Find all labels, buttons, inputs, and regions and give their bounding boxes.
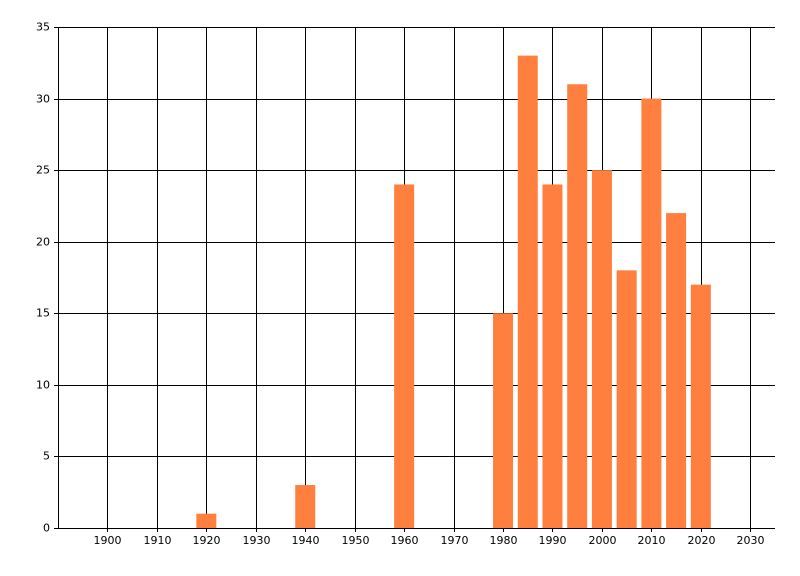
x-tick-label: 1950 — [342, 534, 370, 547]
y-tick-label: 15 — [36, 307, 50, 320]
bar — [616, 270, 637, 528]
y-tick-label: 35 — [36, 21, 50, 34]
x-tick-label: 2010 — [638, 534, 666, 547]
bar — [394, 184, 415, 528]
y-tick-label: 25 — [36, 164, 50, 177]
x-tick-label: 2020 — [688, 534, 716, 547]
x-tick-label: 2030 — [737, 534, 765, 547]
x-tick-label: 1990 — [539, 534, 567, 547]
x-tick-label: 1910 — [144, 534, 172, 547]
x-tick-label: 1970 — [441, 534, 469, 547]
y-tick-label: 10 — [36, 379, 50, 392]
y-tick-label: 30 — [36, 93, 50, 106]
x-tick-label: 1900 — [94, 534, 122, 547]
bar — [517, 55, 538, 528]
bar — [542, 184, 563, 528]
bar — [567, 84, 588, 528]
x-tick-label: 1930 — [243, 534, 271, 547]
bar — [295, 485, 316, 528]
x-tick-label: 1920 — [193, 534, 221, 547]
x-tick-label: 1980 — [490, 534, 518, 547]
bar — [690, 284, 711, 528]
y-tick-label: 20 — [36, 236, 50, 249]
bar — [641, 98, 662, 529]
x-tick-label: 2000 — [589, 534, 617, 547]
y-tick-label: 0 — [43, 522, 50, 535]
x-tick-label: 1960 — [391, 534, 419, 547]
bar — [196, 513, 217, 528]
bar — [493, 313, 514, 528]
y-tick-label: 5 — [43, 450, 50, 463]
x-tick-label: 1940 — [292, 534, 320, 547]
bar — [666, 213, 687, 529]
bar — [591, 170, 612, 528]
